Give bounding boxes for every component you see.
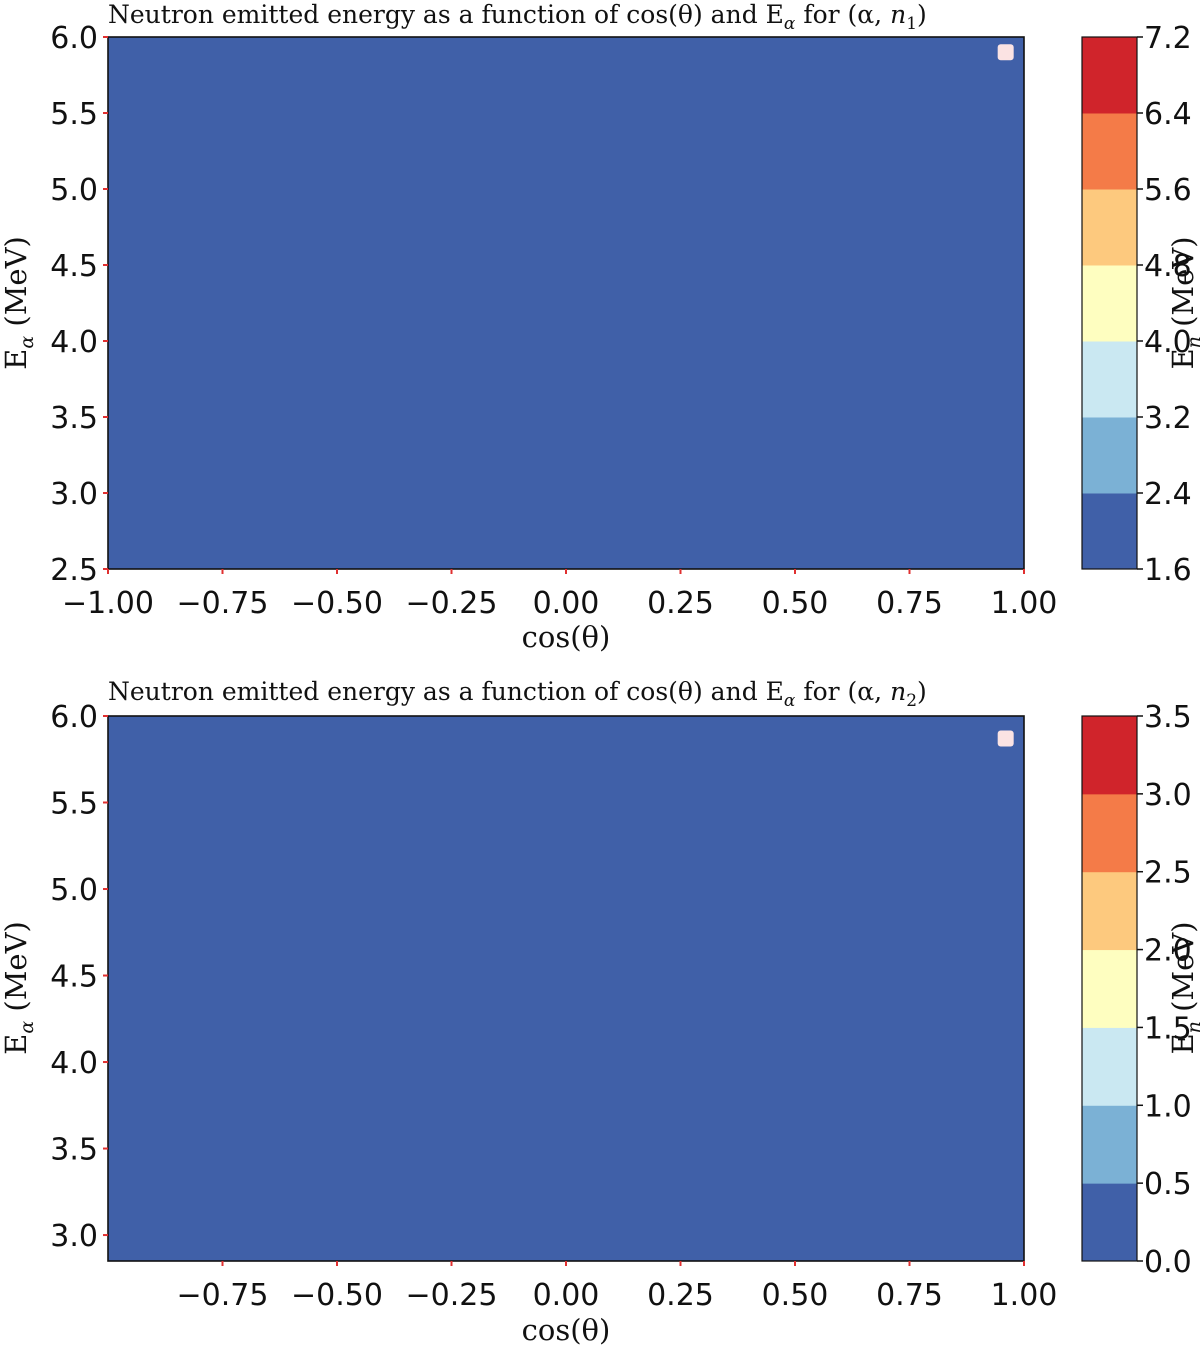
colorbar: 1.6 2.4 3.2 4.0 4.8 5.6 6.4 7.2 bbox=[1081, 21, 1192, 588]
x-tick-label: −0.25 bbox=[406, 586, 498, 621]
y-axis-label: Eα (MeV) bbox=[0, 921, 38, 1055]
colorbar-segment bbox=[1082, 793, 1137, 873]
x-tick-label: −0.50 bbox=[291, 586, 383, 621]
colorbar-frame bbox=[1081, 715, 1138, 1262]
y-tick-label: 5.0 bbox=[50, 873, 98, 908]
x-tick-label: 0.00 bbox=[533, 586, 600, 621]
colorbar-tick-label: 1.0 bbox=[1144, 1089, 1192, 1124]
x-axis: −1.00 −0.75 −0.50 −0.25 0.00 0.25 0.50 0.75 1.00 bbox=[62, 569, 1057, 621]
x-tick-label: 1.00 bbox=[991, 1278, 1058, 1313]
colorbar-tick-label: 7.2 bbox=[1144, 21, 1192, 56]
y-tick-label: 4.5 bbox=[50, 960, 98, 995]
colorbar-tick-label: 1.6 bbox=[1144, 553, 1192, 588]
x-axis-label: cos(θ) bbox=[522, 1313, 611, 1346]
x-tick-label: −0.50 bbox=[291, 1278, 383, 1313]
y-tick-label: 4.5 bbox=[50, 249, 98, 284]
colorbar-segment bbox=[1082, 1027, 1137, 1106]
colorbar-tick-label: 3.5 bbox=[1144, 700, 1192, 735]
colorbar-frame bbox=[1081, 36, 1138, 570]
x-tick-label: 0.50 bbox=[762, 586, 829, 621]
x-axis: −0.75 −0.50 −0.25 0.00 0.25 0.50 0.75 1.00 bbox=[177, 1261, 1058, 1313]
y-tick-label: 3.0 bbox=[50, 477, 98, 512]
y-tick-label: 5.0 bbox=[50, 173, 98, 208]
colorbar-segment bbox=[1082, 37, 1137, 114]
colorbar-segment bbox=[1082, 341, 1137, 418]
x-tick-label: 0.25 bbox=[647, 1278, 714, 1313]
colorbar-tick-label: 3.2 bbox=[1144, 401, 1192, 436]
max-marker bbox=[997, 730, 1014, 747]
x-tick-label: −1.00 bbox=[62, 586, 154, 621]
x-tick-label: −0.75 bbox=[177, 1278, 269, 1313]
colorbar-tick-label: 0.5 bbox=[1144, 1167, 1192, 1202]
y-axis: 2.5 3.0 3.5 4.0 4.5 5.0 5.5 6.0 bbox=[50, 21, 108, 588]
colorbar-tick-label: 4.8 bbox=[1144, 249, 1192, 284]
y-tick-label: 6.0 bbox=[50, 21, 98, 56]
y-axis: 3.0 3.5 4.0 4.5 5.0 5.5 6.0 bbox=[50, 700, 108, 1254]
y-tick-label: 5.5 bbox=[50, 787, 98, 822]
colorbar-segment bbox=[1082, 189, 1137, 266]
x-tick-label: 0.00 bbox=[533, 1278, 600, 1313]
colorbar-tick-label: 1.5 bbox=[1144, 1011, 1192, 1046]
colorbar-label: En (MeV) bbox=[1166, 921, 1200, 1054]
y-tick-label: 4.0 bbox=[50, 325, 98, 360]
y-tick-label: 3.0 bbox=[50, 1219, 98, 1254]
colorbar-label: En (MeV) bbox=[1166, 236, 1200, 369]
x-tick-label: 0.50 bbox=[762, 1278, 829, 1313]
x-tick-label: 0.75 bbox=[876, 1278, 943, 1313]
colorbar-tick-label: 0.0 bbox=[1144, 1245, 1192, 1280]
y-axis-label: Eα (MeV) bbox=[0, 236, 38, 370]
x-tick-label: 0.25 bbox=[647, 586, 714, 621]
colorbar: 0.0 0.5 1.0 1.5 2.0 2.5 3.0 3.5 bbox=[1081, 700, 1192, 1280]
y-tick-label: 4.0 bbox=[50, 1046, 98, 1081]
colorbar-segment bbox=[1082, 949, 1137, 1028]
contour-bands bbox=[108, 37, 1024, 569]
contour-band bbox=[108, 37, 1024, 569]
x-tick-label: −0.25 bbox=[406, 1278, 498, 1313]
x-axis-label: cos(θ) bbox=[522, 620, 611, 654]
y-tick-label: 3.5 bbox=[50, 1133, 98, 1168]
colorbar-tick-label: 3.0 bbox=[1144, 778, 1192, 813]
colorbar-segment bbox=[1082, 1183, 1137, 1262]
colorbar-tick-label: 2.0 bbox=[1144, 934, 1192, 969]
y-tick-label: 2.5 bbox=[50, 553, 98, 588]
chart-title: Neutron emitted energy as a function of … bbox=[108, 677, 927, 711]
colorbar-tick-label: 2.5 bbox=[1144, 856, 1192, 891]
colorbar-segment bbox=[1082, 493, 1137, 570]
colorbar-segment bbox=[1082, 1105, 1137, 1184]
y-tick-label: 6.0 bbox=[50, 700, 98, 735]
colorbar-segment bbox=[1082, 113, 1137, 190]
colorbar-segment bbox=[1082, 871, 1137, 951]
contour-bands bbox=[108, 716, 1024, 1261]
colorbar-tick-label: 4.0 bbox=[1144, 325, 1192, 360]
panel-n1: Neutron emitted energy as a function of … bbox=[0, 0, 1200, 654]
colorbar-segment bbox=[1082, 265, 1137, 342]
y-tick-label: 3.5 bbox=[50, 401, 98, 436]
panel-n2: Neutron emitted energy as a function of … bbox=[0, 677, 1200, 1346]
x-tick-label: −0.75 bbox=[177, 586, 269, 621]
x-tick-label: 1.00 bbox=[991, 586, 1058, 621]
x-tick-label: 0.75 bbox=[876, 586, 943, 621]
y-tick-label: 5.5 bbox=[50, 97, 98, 132]
colorbar-tick-label: 2.4 bbox=[1144, 477, 1192, 512]
colorbar-tick-label: 5.6 bbox=[1144, 173, 1192, 208]
max-marker bbox=[997, 44, 1014, 61]
colorbar-segment bbox=[1082, 417, 1137, 494]
colorbar-segment bbox=[1082, 716, 1137, 795]
contour-band bbox=[108, 716, 1024, 1261]
chart-title: Neutron emitted energy as a function of … bbox=[108, 0, 927, 34]
colorbar-tick-label: 6.4 bbox=[1144, 97, 1192, 132]
